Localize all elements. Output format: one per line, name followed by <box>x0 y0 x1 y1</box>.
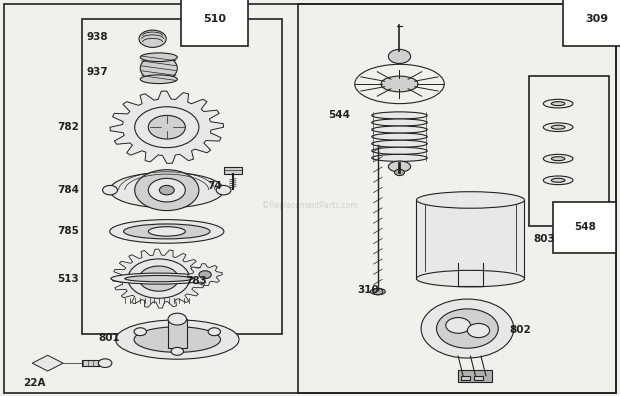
Text: 309: 309 <box>585 14 609 24</box>
Text: 548: 548 <box>574 223 596 232</box>
Bar <box>82 360 105 366</box>
Text: 510: 510 <box>203 14 226 24</box>
Bar <box>474 376 483 380</box>
Ellipse shape <box>148 227 185 236</box>
Circle shape <box>135 107 199 148</box>
Ellipse shape <box>372 147 427 154</box>
Circle shape <box>168 313 187 325</box>
Ellipse shape <box>417 270 525 287</box>
Circle shape <box>373 288 383 295</box>
Ellipse shape <box>140 75 177 84</box>
Text: 938: 938 <box>86 32 108 42</box>
Circle shape <box>171 347 184 355</box>
Ellipse shape <box>111 273 206 284</box>
Ellipse shape <box>543 154 573 163</box>
Ellipse shape <box>543 99 573 108</box>
Circle shape <box>139 30 166 48</box>
Circle shape <box>446 318 471 333</box>
Ellipse shape <box>372 119 427 126</box>
Ellipse shape <box>110 172 224 208</box>
Polygon shape <box>188 264 223 286</box>
Text: 801: 801 <box>99 333 120 343</box>
Text: 785: 785 <box>57 227 79 236</box>
Ellipse shape <box>372 112 427 119</box>
Text: 782: 782 <box>57 122 79 132</box>
Bar <box>168 319 187 348</box>
Text: 937: 937 <box>86 67 108 77</box>
Ellipse shape <box>417 192 525 208</box>
Circle shape <box>208 328 221 336</box>
Polygon shape <box>110 91 224 164</box>
Circle shape <box>148 115 185 139</box>
Circle shape <box>388 50 410 63</box>
Circle shape <box>394 169 404 175</box>
Ellipse shape <box>125 276 193 282</box>
Ellipse shape <box>543 123 573 131</box>
Ellipse shape <box>110 220 224 243</box>
Ellipse shape <box>123 224 210 239</box>
Ellipse shape <box>381 76 418 92</box>
Ellipse shape <box>371 288 385 295</box>
Text: 310: 310 <box>358 286 379 295</box>
Text: 784: 784 <box>57 185 79 195</box>
Circle shape <box>134 328 146 336</box>
Text: 803: 803 <box>534 234 556 244</box>
Circle shape <box>148 178 185 202</box>
Ellipse shape <box>115 320 239 359</box>
Ellipse shape <box>140 55 177 81</box>
Bar <box>298 4 616 393</box>
Ellipse shape <box>543 176 573 185</box>
Circle shape <box>421 299 514 358</box>
Ellipse shape <box>551 102 565 106</box>
Ellipse shape <box>551 157 565 161</box>
Circle shape <box>159 185 174 195</box>
Circle shape <box>199 271 211 279</box>
Text: 544: 544 <box>329 110 351 120</box>
Ellipse shape <box>372 133 427 140</box>
Circle shape <box>139 266 179 291</box>
Circle shape <box>128 259 190 298</box>
Circle shape <box>103 185 117 195</box>
Bar <box>458 370 492 382</box>
Ellipse shape <box>372 126 427 133</box>
Polygon shape <box>112 249 205 308</box>
Text: 783: 783 <box>185 276 206 286</box>
Text: 802: 802 <box>509 325 531 335</box>
Circle shape <box>436 309 498 348</box>
Text: 513: 513 <box>57 274 79 284</box>
Text: ©ReplacementParts.com: ©ReplacementParts.com <box>262 201 358 210</box>
Circle shape <box>467 324 490 338</box>
Text: 22A: 22A <box>23 378 45 388</box>
Ellipse shape <box>372 154 427 162</box>
Text: 74: 74 <box>207 181 222 191</box>
Circle shape <box>216 185 231 195</box>
Ellipse shape <box>551 178 565 182</box>
Bar <box>224 168 242 173</box>
Bar <box>82 19 282 334</box>
Bar <box>417 200 525 279</box>
Bar <box>529 76 609 226</box>
Ellipse shape <box>388 161 410 172</box>
Bar <box>461 376 471 380</box>
Ellipse shape <box>140 53 177 61</box>
Ellipse shape <box>134 327 221 352</box>
Polygon shape <box>32 355 63 371</box>
Circle shape <box>135 170 199 211</box>
Ellipse shape <box>372 140 427 147</box>
Circle shape <box>99 359 112 367</box>
Ellipse shape <box>551 125 565 129</box>
